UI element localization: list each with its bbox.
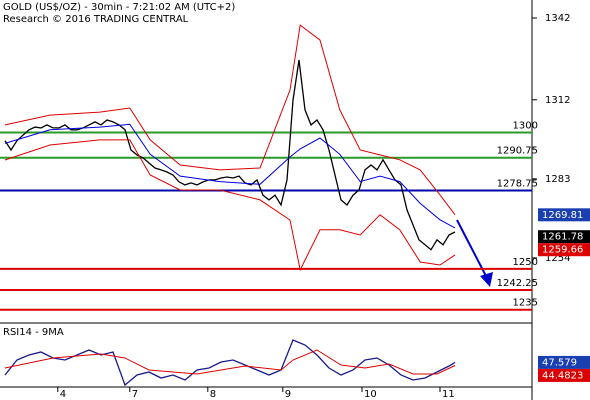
chart-title: GOLD (US$/OZ) - 30min - 7:21:02 AM (UTC+…	[3, 2, 235, 13]
series-line	[4, 59, 456, 251]
value-box	[538, 208, 590, 222]
rsi-title: RSI14 - 9MA	[3, 327, 64, 338]
series-line	[4, 123, 456, 229]
value-box	[538, 230, 590, 244]
level-label: 1242.25	[497, 278, 538, 289]
level-label: 1290.75	[497, 146, 538, 157]
value-box	[538, 243, 590, 257]
y-tick-label: 1342	[545, 13, 570, 24]
level-label: 1278.75	[497, 178, 538, 189]
x-tick-label: 7	[132, 389, 138, 400]
value-box-label: 1259.66	[542, 245, 583, 256]
level-label: 1300	[513, 121, 538, 132]
level-label: 1235	[513, 298, 538, 309]
value-box	[538, 368, 590, 382]
series-line	[4, 339, 456, 387]
x-tick-label: 4	[60, 389, 66, 400]
chart-subtitle: Research © 2016 TRADING CENTRAL	[3, 14, 189, 25]
y-tick-label: 1312	[545, 95, 570, 106]
series-line	[4, 139, 456, 272]
y-tick-label: 1283	[545, 174, 570, 185]
series-line	[4, 349, 456, 375]
arrow-head	[480, 272, 493, 287]
x-tick-label: 9	[285, 389, 291, 400]
series-line	[4, 24, 456, 216]
value-box-label: 1261.78	[542, 232, 583, 243]
value-box-label: 1269.81	[542, 210, 583, 221]
x-tick-label: 8	[210, 389, 216, 400]
x-tick-label: 10	[364, 389, 377, 400]
value-box-label: 44.4823	[542, 370, 583, 381]
x-tick-label: 11	[442, 389, 455, 400]
value-box-label: 47.579	[542, 357, 577, 368]
level-label: 1250	[513, 257, 538, 268]
y-tick-label: 1254	[545, 253, 570, 264]
value-box	[538, 355, 590, 369]
